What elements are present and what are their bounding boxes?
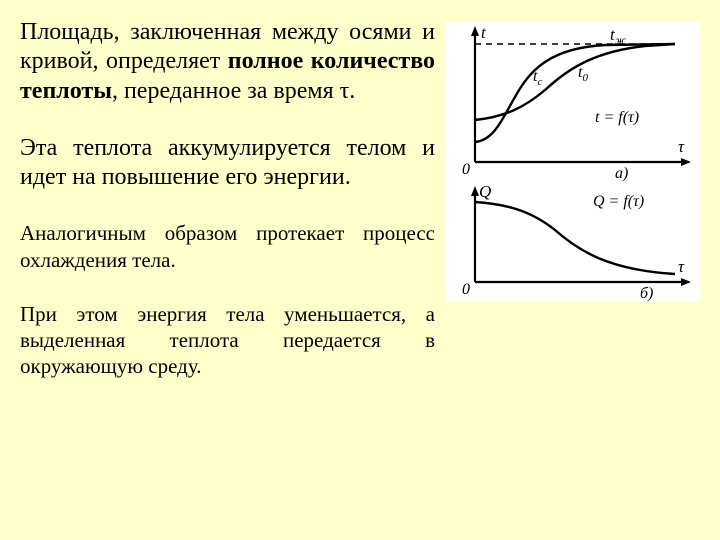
- charts-column: t tж tc t0 t = f(τ) τ 0 а) Q Q = f(τ) τ …: [445, 18, 700, 522]
- chart-bottom-heat: Q Q = f(τ) τ 0 б): [445, 182, 700, 302]
- svg-text:t = f(τ): t = f(τ): [595, 109, 639, 126]
- paragraph-heat-area: Площадь, заключенная между осями и криво…: [20, 18, 435, 106]
- chart-top-x-label: τ: [678, 137, 685, 156]
- paragraph-energy-decrease: При этом энергия тела уменьшается, а выд…: [20, 301, 435, 380]
- chart-bottom-panel-label: б): [640, 285, 653, 302]
- chart-top-origin: 0: [462, 161, 470, 178]
- chart-top-temperature: t tж tc t0 t = f(τ) τ 0 а): [445, 22, 700, 182]
- p1-post: , переданное за время τ.: [112, 78, 355, 104]
- svg-text:Q = f(τ): Q = f(τ): [593, 193, 644, 210]
- paragraph-cooling: Аналогичным образом протекает процесс ох…: [20, 220, 435, 273]
- text-column: Площадь, заключенная между осями и криво…: [20, 18, 445, 522]
- chart-bottom-origin: 0: [462, 281, 470, 298]
- chart-top-panel-label: а): [615, 165, 628, 182]
- chart-bottom-x-label: τ: [678, 257, 685, 276]
- chart-bottom-y-label: Q: [479, 182, 491, 201]
- paragraph-accumulation: Эта теплота аккумулируется телом и идет …: [20, 134, 435, 193]
